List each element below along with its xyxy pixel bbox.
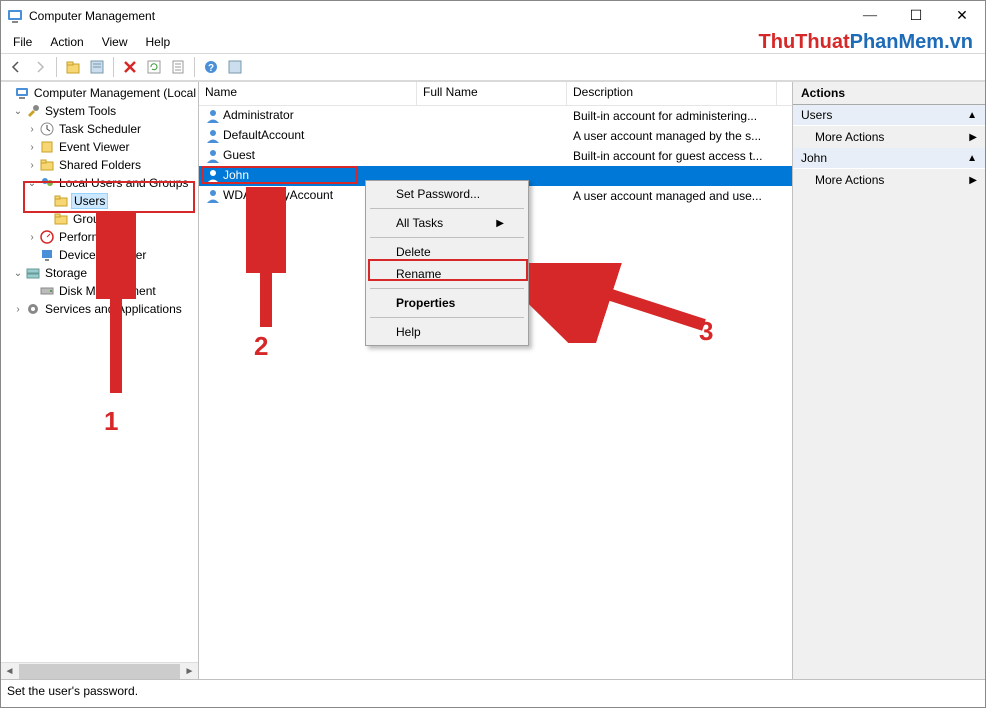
tree-performance[interactable]: › Performance <box>1 228 198 246</box>
titlebar: Computer Management — ☐ ✕ <box>1 1 985 31</box>
main-area: Computer Management (Local ⌄ System Tool… <box>1 81 985 679</box>
user-icon <box>205 188 221 204</box>
cm-properties[interactable]: Properties <box>368 292 526 314</box>
actions-more-john[interactable]: More Actions▶ <box>793 169 985 191</box>
menu-help[interactable]: Help <box>138 33 179 51</box>
event-icon <box>39 139 55 155</box>
user-icon <box>205 148 221 164</box>
user-icon <box>205 108 221 124</box>
tree-task-scheduler[interactable]: › Task Scheduler <box>1 120 198 138</box>
list-header: Name Full Name Description <box>199 82 792 106</box>
clock-icon <box>39 121 55 137</box>
menu-file[interactable]: File <box>5 33 40 51</box>
user-row-guest[interactable]: Guest Built-in account for guest access … <box>199 146 792 166</box>
maximize-button[interactable]: ☐ <box>893 1 939 31</box>
forward-button[interactable] <box>29 56 51 78</box>
minimize-button[interactable]: — <box>847 1 893 31</box>
column-description[interactable]: Description <box>567 82 777 105</box>
cm-all-tasks[interactable]: All Tasks▶ <box>368 212 526 234</box>
help-button[interactable]: ? <box>200 56 222 78</box>
performance-icon <box>39 229 55 245</box>
watermark: ThuThuatPhanMem.vn <box>759 31 973 54</box>
tree-local-users-groups[interactable]: ⌄ Local Users and Groups <box>1 174 198 192</box>
storage-icon <box>25 265 41 281</box>
actions-more-users[interactable]: More Actions▶ <box>793 126 985 148</box>
tree-users[interactable]: Users <box>1 192 198 210</box>
device-icon <box>39 247 55 263</box>
user-row-defaultaccount[interactable]: DefaultAccount A user account managed by… <box>199 126 792 146</box>
tree-groups[interactable]: Groups <box>1 210 198 228</box>
tree-disk-management[interactable]: Disk Management <box>1 282 198 300</box>
tree-pane: Computer Management (Local ⌄ System Tool… <box>1 82 199 679</box>
up-button[interactable] <box>62 56 84 78</box>
tree-device-manager[interactable]: Device Manager <box>1 246 198 264</box>
computer-icon <box>14 85 30 101</box>
menu-action[interactable]: Action <box>42 33 91 51</box>
folder-icon <box>53 193 69 209</box>
window-controls: — ☐ ✕ <box>847 1 985 31</box>
user-row-administrator[interactable]: Administrator Built-in account for admin… <box>199 106 792 126</box>
tree-event-viewer[interactable]: › Event Viewer <box>1 138 198 156</box>
user-icon <box>205 128 221 144</box>
export-button[interactable] <box>167 56 189 78</box>
statusbar: Set the user's password. <box>1 679 985 701</box>
close-button[interactable]: ✕ <box>939 1 985 31</box>
actions-section-john[interactable]: John▲ <box>793 148 985 169</box>
cm-delete[interactable]: Delete <box>368 241 526 263</box>
back-button[interactable] <box>5 56 27 78</box>
tree-scrollbar[interactable]: ◄ ► <box>1 662 198 679</box>
column-full-name[interactable]: Full Name <box>417 82 567 105</box>
context-menu: Set Password... All Tasks▶ Delete Rename… <box>365 180 529 346</box>
properties-button[interactable] <box>86 56 108 78</box>
users-group-icon <box>39 175 55 191</box>
services-icon <box>25 301 41 317</box>
cm-rename[interactable]: Rename <box>368 263 526 285</box>
folder-icon <box>53 211 69 227</box>
refresh-button[interactable] <box>143 56 165 78</box>
actions-header: Actions <box>793 82 985 105</box>
toolbar: ? <box>1 53 985 81</box>
disk-icon <box>39 283 55 299</box>
user-icon <box>205 168 221 184</box>
window-title: Computer Management <box>29 9 155 23</box>
tools-icon <box>25 103 41 119</box>
status-text: Set the user's password. <box>7 684 138 698</box>
actions-pane: Actions Users▲ More Actions▶ John▲ More … <box>793 82 985 679</box>
tree-shared-folders[interactable]: › Shared Folders <box>1 156 198 174</box>
list-pane: Name Full Name Description Administrator… <box>199 82 793 679</box>
actions-section-users[interactable]: Users▲ <box>793 105 985 126</box>
cm-help[interactable]: Help <box>368 321 526 343</box>
delete-button[interactable] <box>119 56 141 78</box>
tree-storage[interactable]: ⌄ Storage <box>1 264 198 282</box>
tree-system-tools[interactable]: ⌄ System Tools <box>1 102 198 120</box>
shared-folder-icon <box>39 157 55 173</box>
svg-text:?: ? <box>208 63 214 74</box>
tree-services-apps[interactable]: › Services and Applications <box>1 300 198 318</box>
tree-root[interactable]: Computer Management (Local <box>1 84 198 102</box>
app-icon <box>7 8 23 24</box>
column-name[interactable]: Name <box>199 82 417 105</box>
options-button[interactable] <box>224 56 246 78</box>
cm-set-password[interactable]: Set Password... <box>368 183 526 205</box>
menu-view[interactable]: View <box>94 33 136 51</box>
